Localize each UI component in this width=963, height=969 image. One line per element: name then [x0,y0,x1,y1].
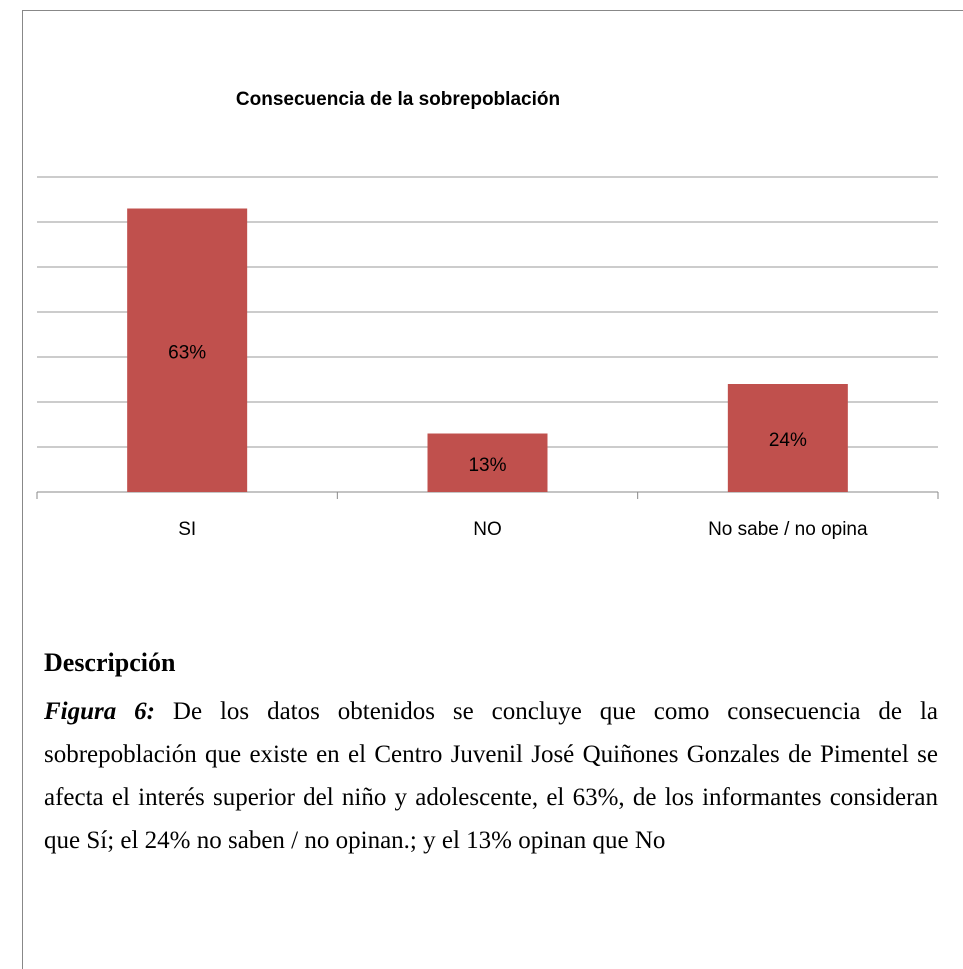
description-body: De los datos obtenidos se concluye que c… [44,698,938,854]
data-label: 63% [168,342,206,363]
x-tick-label: NO [473,519,502,540]
description: Descripción Figura 6: De los datos obten… [44,648,938,862]
x-tick-label: No sabe / no opina [708,519,868,540]
data-label: 24% [769,430,807,451]
bar [127,208,248,492]
data-label: 13% [468,455,506,476]
frame [22,10,963,969]
figure-label: Figura 6: [44,698,155,725]
chart: Consecuencia de la sobrepoblación SI 63% N… [36,89,939,540]
description-heading: Descripción [44,648,176,677]
x-tick-label: SI [178,519,196,540]
bar [427,433,548,492]
bar [727,384,848,492]
chart-title: Consecuencia de la sobrepoblación [236,89,560,110]
description-text: Figura 6: De los datos obtenidos se conc… [44,690,938,862]
